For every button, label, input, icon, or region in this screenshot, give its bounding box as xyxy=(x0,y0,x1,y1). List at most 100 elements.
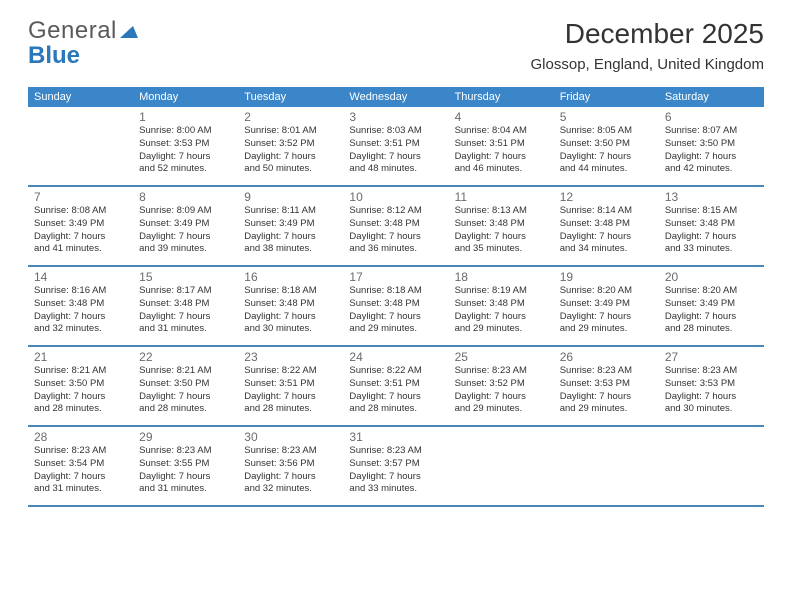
day-cell xyxy=(28,107,133,185)
day-sunset: Sunset: 3:48 PM xyxy=(139,298,232,311)
day-daylight1: Daylight: 7 hours xyxy=(560,151,653,164)
day-sunrise: Sunrise: 8:20 AM xyxy=(665,285,758,298)
day-sunrise: Sunrise: 8:21 AM xyxy=(34,365,127,378)
day-sunrise: Sunrise: 8:18 AM xyxy=(244,285,337,298)
week-row: 1Sunrise: 8:00 AMSunset: 3:53 PMDaylight… xyxy=(28,107,764,187)
day-sunrise: Sunrise: 8:19 AM xyxy=(455,285,548,298)
day-sunrise: Sunrise: 8:03 AM xyxy=(349,125,442,138)
day-daylight1: Daylight: 7 hours xyxy=(244,311,337,324)
day-number: 20 xyxy=(665,270,758,284)
logo-text-block: General Blue xyxy=(28,18,138,68)
day-daylight2: and 28 minutes. xyxy=(244,403,337,416)
day-number: 16 xyxy=(244,270,337,284)
day-cell: 11Sunrise: 8:13 AMSunset: 3:48 PMDayligh… xyxy=(449,187,554,265)
day-number: 4 xyxy=(455,110,548,124)
day-sunrise: Sunrise: 8:09 AM xyxy=(139,205,232,218)
day-sunrise: Sunrise: 8:04 AM xyxy=(455,125,548,138)
day-daylight1: Daylight: 7 hours xyxy=(349,391,442,404)
day-daylight2: and 29 minutes. xyxy=(455,403,548,416)
day-daylight1: Daylight: 7 hours xyxy=(349,471,442,484)
day-number: 5 xyxy=(560,110,653,124)
day-daylight1: Daylight: 7 hours xyxy=(665,391,758,404)
day-sunrise: Sunrise: 8:22 AM xyxy=(244,365,337,378)
day-daylight2: and 31 minutes. xyxy=(139,323,232,336)
day-daylight2: and 29 minutes. xyxy=(560,323,653,336)
logo-text-blue: Blue xyxy=(28,42,80,69)
day-sunset: Sunset: 3:51 PM xyxy=(349,378,442,391)
dow-sunday: Sunday xyxy=(28,87,133,107)
day-sunset: Sunset: 3:50 PM xyxy=(560,138,653,151)
week-row: 7Sunrise: 8:08 AMSunset: 3:49 PMDaylight… xyxy=(28,187,764,267)
day-daylight1: Daylight: 7 hours xyxy=(455,151,548,164)
day-daylight1: Daylight: 7 hours xyxy=(139,391,232,404)
logo-text-general: General xyxy=(28,17,117,44)
weeks-container: 1Sunrise: 8:00 AMSunset: 3:53 PMDaylight… xyxy=(28,107,764,507)
day-sunrise: Sunrise: 8:18 AM xyxy=(349,285,442,298)
day-sunset: Sunset: 3:51 PM xyxy=(244,378,337,391)
day-number: 27 xyxy=(665,350,758,364)
day-number: 15 xyxy=(139,270,232,284)
day-daylight2: and 29 minutes. xyxy=(560,403,653,416)
day-cell: 3Sunrise: 8:03 AMSunset: 3:51 PMDaylight… xyxy=(343,107,448,185)
day-sunrise: Sunrise: 8:23 AM xyxy=(139,445,232,458)
day-number: 13 xyxy=(665,190,758,204)
day-sunrise: Sunrise: 8:23 AM xyxy=(560,365,653,378)
day-daylight2: and 30 minutes. xyxy=(244,323,337,336)
day-daylight1: Daylight: 7 hours xyxy=(34,391,127,404)
day-daylight1: Daylight: 7 hours xyxy=(455,311,548,324)
day-sunset: Sunset: 3:48 PM xyxy=(665,218,758,231)
day-cell: 7Sunrise: 8:08 AMSunset: 3:49 PMDaylight… xyxy=(28,187,133,265)
day-daylight2: and 30 minutes. xyxy=(665,403,758,416)
day-sunset: Sunset: 3:53 PM xyxy=(560,378,653,391)
dow-friday: Friday xyxy=(554,87,659,107)
day-sunrise: Sunrise: 8:07 AM xyxy=(665,125,758,138)
day-sunset: Sunset: 3:52 PM xyxy=(455,378,548,391)
day-sunrise: Sunrise: 8:01 AM xyxy=(244,125,337,138)
day-daylight2: and 31 minutes. xyxy=(34,483,127,496)
day-cell: 26Sunrise: 8:23 AMSunset: 3:53 PMDayligh… xyxy=(554,347,659,425)
day-sunrise: Sunrise: 8:23 AM xyxy=(455,365,548,378)
calendar-grid: Sunday Monday Tuesday Wednesday Thursday… xyxy=(28,87,764,507)
day-sunset: Sunset: 3:50 PM xyxy=(665,138,758,151)
day-cell: 24Sunrise: 8:22 AMSunset: 3:51 PMDayligh… xyxy=(343,347,448,425)
day-daylight1: Daylight: 7 hours xyxy=(455,391,548,404)
day-cell: 19Sunrise: 8:20 AMSunset: 3:49 PMDayligh… xyxy=(554,267,659,345)
day-daylight1: Daylight: 7 hours xyxy=(34,471,127,484)
day-daylight1: Daylight: 7 hours xyxy=(349,151,442,164)
day-cell: 17Sunrise: 8:18 AMSunset: 3:48 PMDayligh… xyxy=(343,267,448,345)
day-sunset: Sunset: 3:48 PM xyxy=(244,298,337,311)
day-cell xyxy=(659,427,764,505)
day-sunrise: Sunrise: 8:20 AM xyxy=(560,285,653,298)
day-sunrise: Sunrise: 8:23 AM xyxy=(665,365,758,378)
day-number: 6 xyxy=(665,110,758,124)
day-cell: 20Sunrise: 8:20 AMSunset: 3:49 PMDayligh… xyxy=(659,267,764,345)
day-daylight2: and 32 minutes. xyxy=(34,323,127,336)
day-daylight2: and 46 minutes. xyxy=(455,163,548,176)
day-cell: 21Sunrise: 8:21 AMSunset: 3:50 PMDayligh… xyxy=(28,347,133,425)
day-sunrise: Sunrise: 8:11 AM xyxy=(244,205,337,218)
day-daylight2: and 38 minutes. xyxy=(244,243,337,256)
day-number: 17 xyxy=(349,270,442,284)
dow-saturday: Saturday xyxy=(659,87,764,107)
day-sunset: Sunset: 3:54 PM xyxy=(34,458,127,471)
day-sunrise: Sunrise: 8:13 AM xyxy=(455,205,548,218)
day-cell: 2Sunrise: 8:01 AMSunset: 3:52 PMDaylight… xyxy=(238,107,343,185)
day-daylight2: and 31 minutes. xyxy=(139,483,232,496)
day-sunrise: Sunrise: 8:05 AM xyxy=(560,125,653,138)
day-daylight2: and 28 minutes. xyxy=(665,323,758,336)
day-cell: 27Sunrise: 8:23 AMSunset: 3:53 PMDayligh… xyxy=(659,347,764,425)
dow-tuesday: Tuesday xyxy=(238,87,343,107)
day-daylight1: Daylight: 7 hours xyxy=(139,311,232,324)
day-sunrise: Sunrise: 8:17 AM xyxy=(139,285,232,298)
day-number: 2 xyxy=(244,110,337,124)
day-daylight2: and 39 minutes. xyxy=(139,243,232,256)
day-daylight1: Daylight: 7 hours xyxy=(139,231,232,244)
day-cell: 29Sunrise: 8:23 AMSunset: 3:55 PMDayligh… xyxy=(133,427,238,505)
day-number: 25 xyxy=(455,350,548,364)
day-daylight1: Daylight: 7 hours xyxy=(244,471,337,484)
day-daylight1: Daylight: 7 hours xyxy=(349,311,442,324)
day-sunrise: Sunrise: 8:12 AM xyxy=(349,205,442,218)
day-daylight2: and 52 minutes. xyxy=(139,163,232,176)
day-cell: 16Sunrise: 8:18 AMSunset: 3:48 PMDayligh… xyxy=(238,267,343,345)
day-number: 7 xyxy=(34,190,127,204)
